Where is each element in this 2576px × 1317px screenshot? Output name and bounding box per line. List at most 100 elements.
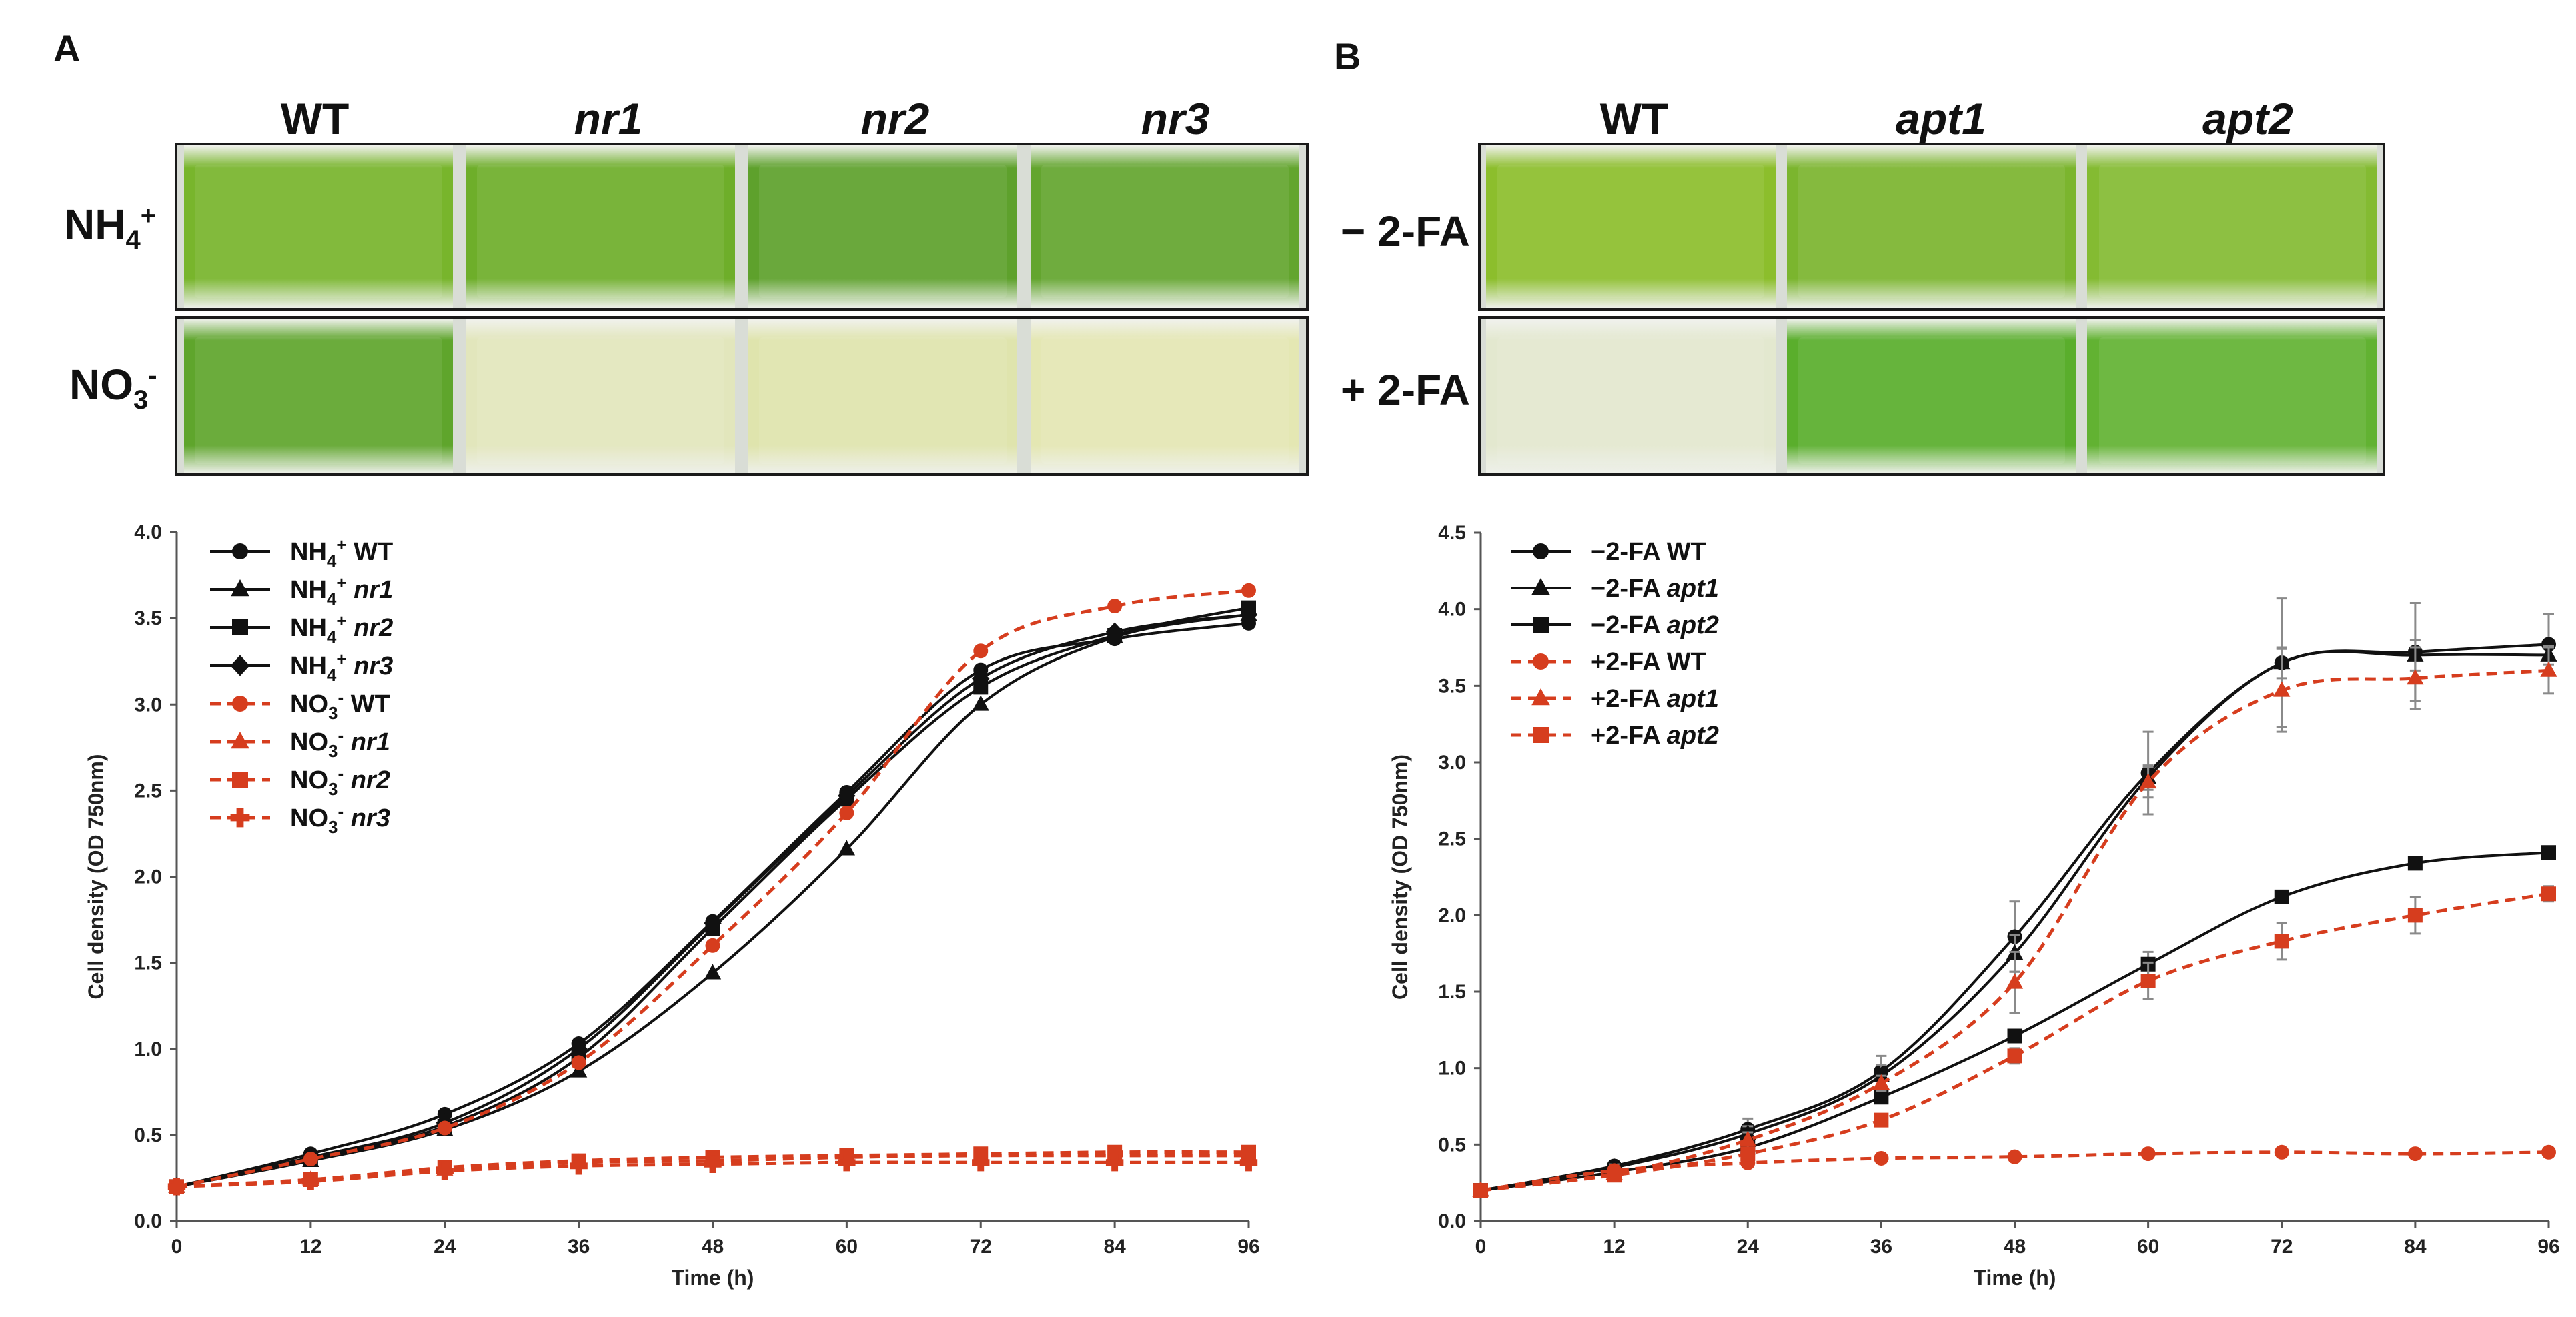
panel-b-label: B <box>1334 35 1361 77</box>
chart-a-legend-label: NO3- nr3 <box>290 801 390 837</box>
chart-a-point <box>570 1157 588 1175</box>
chart-a-legend-item-5: NO3- WT <box>210 687 390 723</box>
chart-a-point <box>1241 1144 1256 1160</box>
chart-b-ytick-label: 3.0 <box>1438 752 1466 774</box>
chart-a-legend-sup: + <box>336 611 346 631</box>
chart-a-point <box>973 643 989 659</box>
chart-a-legend-marker <box>232 619 248 635</box>
chart-a-point <box>1241 583 1256 598</box>
panel-a-no3-well-3 <box>748 319 1017 473</box>
chart-a-point <box>972 695 989 711</box>
chart-a-legend-sub: 3 <box>328 741 338 761</box>
chart-a-legend-prefix: NO <box>290 766 328 794</box>
chart-b-xlabel: Time (h) <box>1974 1266 2056 1290</box>
panel-a-photo-nh4 <box>175 143 1309 311</box>
chart-b-point <box>2407 1146 2423 1162</box>
chart-b-legend-marker <box>1533 653 1549 670</box>
chart-a-legend-marker <box>231 732 249 749</box>
chart-b-legend-marker <box>1533 543 1549 559</box>
chart-a-point <box>301 1172 320 1190</box>
chart-a-legend-item-3: NH4+ nr2 <box>210 611 393 647</box>
chart-a-legend-sub: 4 <box>327 627 337 647</box>
chart-a-legend-strain: WT <box>351 690 390 718</box>
chart-b-point <box>2007 1149 2022 1164</box>
chart-a-legend-marker <box>232 696 248 712</box>
chart-a-legend-sub: 3 <box>328 703 338 723</box>
panel-a-col-nr1: nr1 <box>574 94 643 143</box>
chart-b-point <box>2541 845 2556 860</box>
chart-a-point <box>1105 1153 1124 1172</box>
chart-b-ytick-label: 4.5 <box>1438 522 1466 544</box>
chart-a-legend-label: NO3- nr2 <box>290 763 390 799</box>
chart-a-legend-space <box>344 766 351 794</box>
chart-b-point <box>1872 1074 1890 1090</box>
chart-b-legend-item-3: −2-FA apt2 <box>1511 611 1719 639</box>
chart-a-point <box>704 1155 722 1173</box>
chart-a-legend-sub: 4 <box>327 551 337 571</box>
chart-b-xtick-label: 36 <box>1870 1236 1892 1258</box>
chart-a-point <box>436 1162 454 1180</box>
chart-b-legend-strain: apt2 <box>1667 722 1719 750</box>
chart-b-point <box>1739 1130 1756 1146</box>
panel-a-row-no3: NO3- <box>69 361 157 415</box>
chart-a-point <box>704 964 722 980</box>
chart-b-point <box>1473 1183 1488 1198</box>
panel-b-col-apt1: apt1 <box>1896 94 1986 143</box>
panel-a-nh4-well-4 <box>1031 145 1299 308</box>
chart-a-xtick-label: 96 <box>1237 1236 1259 1258</box>
chart-a-legend-marker <box>232 772 248 788</box>
chart-a-legend-sup: + <box>336 535 346 555</box>
panel-a-no3-well-4 <box>1031 319 1299 473</box>
chart-b-legend-marker <box>1533 727 1549 743</box>
chart-a-legend-space <box>347 614 354 642</box>
chart-a-ytick-label: 2.5 <box>134 780 162 802</box>
chart-a-point <box>167 1178 186 1196</box>
chart-b-point <box>2540 661 2557 677</box>
chart-b-ytick-label: 1.5 <box>1438 981 1466 1003</box>
panel-a-no3-well-1 <box>184 319 453 473</box>
chart-a-ytick-label: 0.0 <box>134 1210 162 1232</box>
chart-a-point <box>1107 599 1123 614</box>
chart-b-xtick-label: 60 <box>2137 1236 2159 1258</box>
chart-b-point <box>1740 1146 1756 1162</box>
chart-a-legend-label: NO3- WT <box>290 687 390 723</box>
chart-b-point <box>2407 856 2423 871</box>
chart-b-point <box>2407 908 2423 923</box>
chart-a-point <box>838 1153 856 1172</box>
panel-a-col-wt: WT <box>280 94 350 143</box>
chart-a-xtick-label: 60 <box>836 1236 858 1258</box>
chart-a-legend-sub: 3 <box>328 817 338 837</box>
chart-b-xtick-label: 84 <box>2404 1236 2427 1258</box>
chart-a-legend-prefix: NO <box>290 728 328 756</box>
chart-b-point <box>2140 1146 2156 1162</box>
chart-b-legend-prefix: −2-FA <box>1591 538 1667 566</box>
chart-a-xtick-label: 72 <box>970 1236 992 1258</box>
chart-b-legend-prefix: −2-FA <box>1591 575 1667 603</box>
chart-b-legend-strain: WT <box>1667 538 1706 566</box>
panel-b-minus-2fa-well-3 <box>2087 145 2377 308</box>
chart-a-xtick-label: 48 <box>702 1236 724 1258</box>
chart-b-point <box>2274 889 2289 904</box>
chart-b-legend-strain: apt2 <box>1667 611 1719 639</box>
chart-a-xtick-label: 12 <box>299 1236 321 1258</box>
chart-a-legend-prefix: NH <box>290 576 327 604</box>
chart-b-xtick-label: 24 <box>1737 1236 1760 1258</box>
panel-b-minus-2fa-well-1 <box>1486 145 1776 308</box>
chart-a-legend-label: NH4+ nr2 <box>290 611 393 647</box>
chart-a-legend-sub: 4 <box>327 589 337 609</box>
chart-b-xtick-label: 12 <box>1603 1236 1625 1258</box>
chart-a-xtick-label: 36 <box>568 1236 590 1258</box>
panel-b-plus-2fa-well-3 <box>2087 319 2377 473</box>
chart-a-point <box>570 1039 588 1059</box>
chart-a-legend-strain: WT <box>354 538 393 566</box>
chart-a-legend-label: NH4+ WT <box>290 535 393 571</box>
chart-b-legend-marker <box>1531 578 1550 595</box>
chart-a-legend-sub: 4 <box>327 665 337 685</box>
chart-b-point <box>1607 1168 1622 1183</box>
chart-a-point <box>972 1153 990 1172</box>
chart-b-legend-label: −2-FA WT <box>1591 538 1706 566</box>
chart-b-legend-strain: apt1 <box>1667 575 1719 603</box>
chart-a-point <box>704 913 722 933</box>
chart-b-point <box>2007 1028 2022 1044</box>
chart-b-legend-label: +2-FA apt1 <box>1591 685 1719 713</box>
